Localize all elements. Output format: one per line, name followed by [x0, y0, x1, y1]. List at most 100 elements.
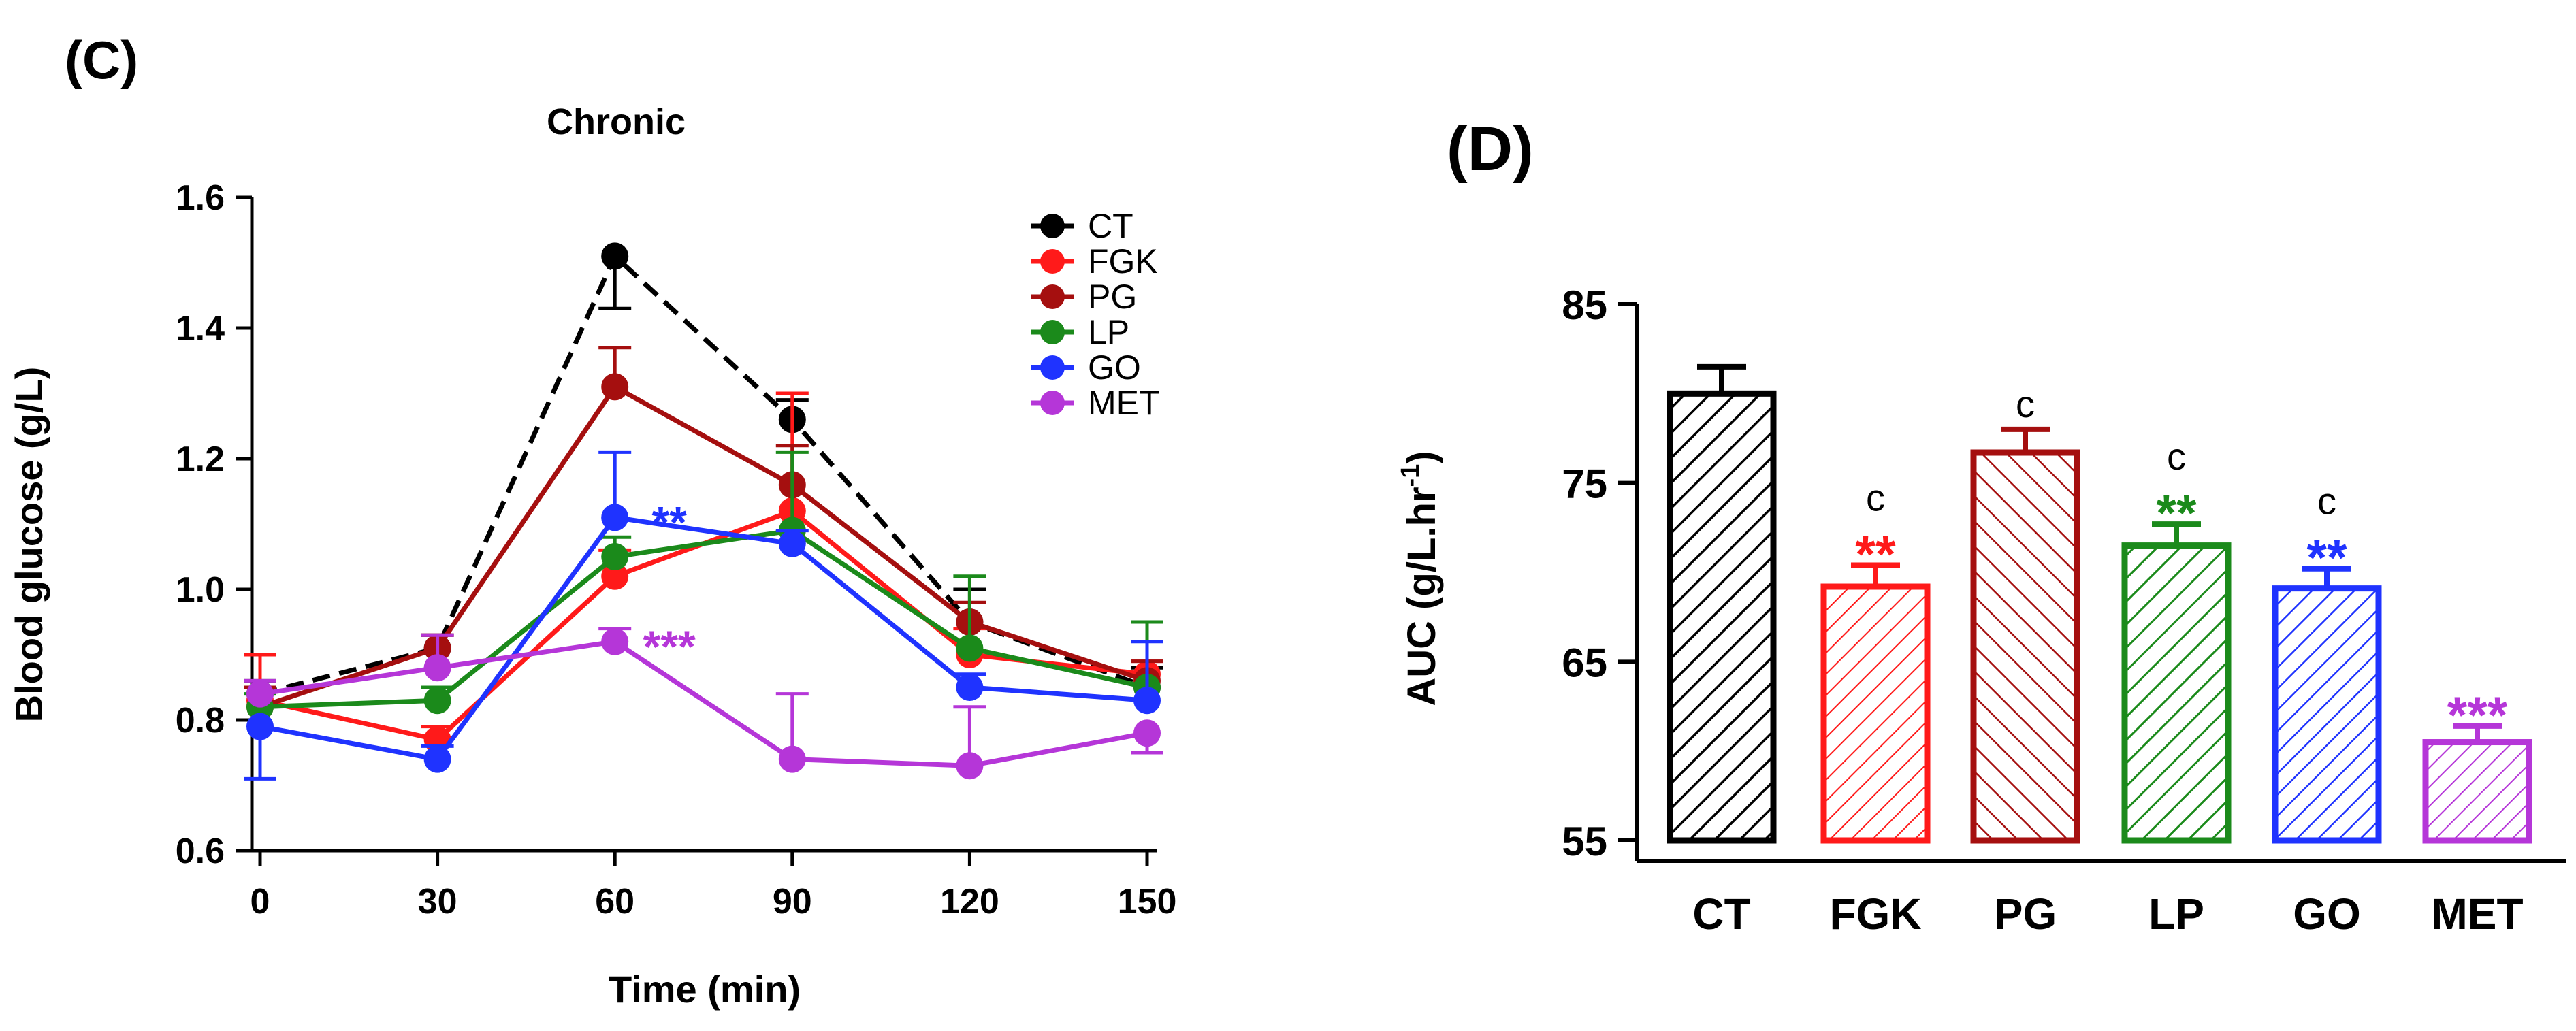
- chart-c-axes: [250, 197, 1157, 853]
- legend-entry-go: GO: [1031, 348, 1141, 387]
- x-tick-label: 60: [595, 882, 634, 921]
- chart-d-ylabel-sup: -1: [1396, 464, 1425, 487]
- data-point: [1133, 719, 1161, 747]
- panel-c-label: (C): [65, 30, 138, 90]
- panel-c: (C) Chronic Blood glucose (g/L) Time (mi…: [7, 30, 1176, 1011]
- data-point: [423, 687, 451, 715]
- panel-d-label: (D): [1447, 114, 1534, 184]
- data-point: [956, 752, 984, 780]
- legend-label: PG: [1088, 278, 1137, 316]
- series-pg: [244, 346, 1163, 721]
- data-point: [778, 745, 806, 773]
- x-tick-label: MET: [2431, 889, 2523, 938]
- significance-stars: **: [2306, 529, 2347, 587]
- bar: [1667, 390, 1777, 844]
- bar-group-ct: [1667, 363, 1777, 844]
- legend-label: CT: [1088, 207, 1133, 245]
- significance-letter: c: [1866, 476, 1885, 519]
- y-tick-label: 55: [1562, 819, 1607, 864]
- chart-d-bars: ** c c ** c ** c ***: [1667, 363, 2532, 844]
- legend-marker: [1040, 355, 1065, 380]
- legend-label: MET: [1088, 384, 1160, 422]
- data-point: [246, 680, 274, 708]
- legend-entry-fgk: FGK: [1031, 242, 1158, 280]
- chart-c-x-ticks: 0 30 60 90 120 150: [251, 851, 1177, 921]
- chart-d-y-ticks: 55 65 75 85: [1562, 282, 1637, 864]
- data-point: [601, 562, 629, 590]
- series-line: [259, 514, 1148, 762]
- x-tick-label: 30: [418, 882, 457, 921]
- x-tick-label: GO: [2293, 889, 2361, 938]
- x-tick-label: FGK: [1829, 889, 1921, 938]
- chart-d-ylabel: AUC (g/L.hr-1): [1396, 451, 1444, 706]
- significance-stars: **: [1855, 525, 1896, 583]
- data-point: [601, 543, 629, 570]
- data-point: [778, 529, 806, 557]
- y-tick-label: 1.2: [176, 440, 225, 479]
- chart-d-x-ticks: CT FGK PG LP GO MET: [1692, 889, 2523, 938]
- legend-marker: [1040, 284, 1065, 309]
- legend-entry-ct: CT: [1031, 207, 1133, 245]
- bar: [1820, 583, 1931, 844]
- series-lp: [244, 450, 1163, 721]
- data-point: [423, 745, 451, 773]
- series-line: [259, 639, 1148, 768]
- significance-annotation: **: [652, 497, 688, 547]
- bar: [2422, 739, 2532, 844]
- bar-group-go: ** c: [2272, 480, 2382, 844]
- y-tick-label: 0.6: [176, 832, 225, 871]
- bar: [2121, 542, 2232, 844]
- chart-c-title: Chronic: [547, 101, 686, 142]
- legend-marker: [1040, 320, 1065, 344]
- data-point: [601, 242, 629, 270]
- data-point: [956, 674, 984, 701]
- data-point: [246, 713, 274, 740]
- legend-entry-lp: LP: [1031, 313, 1129, 351]
- data-point: [956, 634, 984, 662]
- series-line: [259, 528, 1148, 710]
- significance-stars: **: [2156, 485, 2197, 542]
- y-tick-label: 0.8: [176, 701, 225, 740]
- x-tick-label: PG: [1994, 889, 2057, 938]
- chart-c-ylabel: Blood glucose (g/L): [7, 367, 50, 723]
- bar-group-met: ***: [2422, 687, 2532, 844]
- y-tick-label: 85: [1562, 282, 1607, 328]
- series-line: [259, 384, 1148, 710]
- x-tick-label: 150: [1118, 882, 1177, 921]
- data-point: [601, 627, 629, 655]
- chart-c-annotations: *****: [643, 497, 696, 671]
- chart-c-y-ticks: 0.6 0.8 1.0 1.2 1.4 1.6: [176, 178, 252, 871]
- y-tick-label: 1.0: [176, 570, 225, 610]
- series-met: [244, 627, 1163, 780]
- chart-c-series: [244, 242, 1163, 781]
- y-tick-label: 65: [1562, 640, 1607, 685]
- data-point: [1133, 687, 1161, 715]
- y-tick-label: 1.6: [176, 178, 225, 218]
- legend-label: GO: [1088, 348, 1141, 387]
- significance-letter: c: [2317, 480, 2336, 523]
- significance-annotation: ***: [643, 621, 696, 672]
- legend-marker: [1040, 214, 1065, 238]
- legend-entry-met: MET: [1031, 384, 1160, 422]
- x-tick-label: LP: [2148, 889, 2204, 938]
- legend-label: LP: [1088, 313, 1129, 351]
- series-line: [259, 253, 1148, 696]
- chart-d-ylabel-main: AUC (g/L.hr: [1400, 487, 1444, 706]
- x-tick-label: 120: [940, 882, 999, 921]
- significance-stars: ***: [2447, 687, 2508, 744]
- significance-letter: c: [2016, 382, 2035, 425]
- legend-marker: [1040, 391, 1065, 415]
- bar-group-pg: c: [1970, 382, 2080, 844]
- chart-c-xlabel: Time (min): [609, 968, 801, 1011]
- series-ct: [244, 242, 1163, 708]
- bar: [1970, 449, 2080, 844]
- legend-label: FGK: [1088, 242, 1158, 280]
- chart-d-ylabel-close: ): [1400, 451, 1444, 463]
- data-point: [423, 654, 451, 682]
- y-tick-label: 75: [1562, 461, 1607, 507]
- legend-entry-pg: PG: [1031, 278, 1137, 316]
- x-tick-label: 90: [773, 882, 812, 921]
